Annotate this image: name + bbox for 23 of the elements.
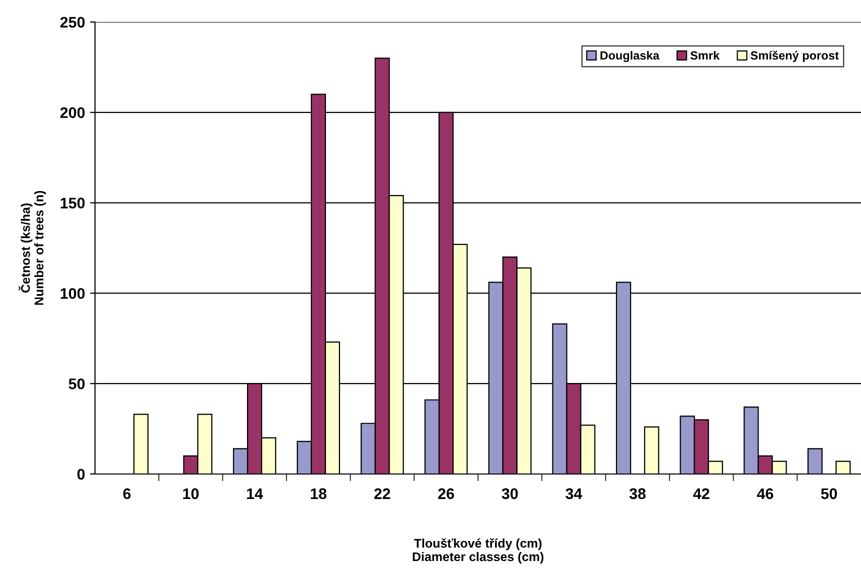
x-tick-label: 22 xyxy=(374,488,390,499)
y-tick-label: 0 xyxy=(77,468,85,480)
x-tick-label: 10 xyxy=(183,488,199,500)
x-tick-label: 38 xyxy=(629,488,646,500)
y-axis-title: Četnost (ks/ha) Number of trees (n) xyxy=(18,190,46,305)
legend-label: Smíšený porost xyxy=(750,50,839,62)
x-tick-label: 46 xyxy=(756,488,774,500)
x-tick-label: 14 xyxy=(247,488,263,499)
x-tick-label: 18 xyxy=(310,488,326,500)
x-tick-label: 50 xyxy=(821,488,837,500)
x-tick-label: 26 xyxy=(438,488,454,500)
legend-label: Smrk xyxy=(690,50,720,60)
legend-label: Douglaska xyxy=(600,50,660,62)
y-tick-label: 50 xyxy=(68,378,85,390)
x-tick-label: 34 xyxy=(566,488,582,500)
x-axis-title: Tloušťkové třídy (cm) Diameter classes (cm) xyxy=(412,538,544,564)
y-tick-label: 250 xyxy=(60,16,85,28)
y-tick-label: 150 xyxy=(60,198,85,208)
y-tick-label: 200 xyxy=(60,107,85,118)
x-tick-label: 6 xyxy=(123,488,131,500)
x-tick-label: 30 xyxy=(502,488,518,500)
x-tick-label: 42 xyxy=(693,488,710,499)
y-tick-label: 100 xyxy=(60,288,85,299)
